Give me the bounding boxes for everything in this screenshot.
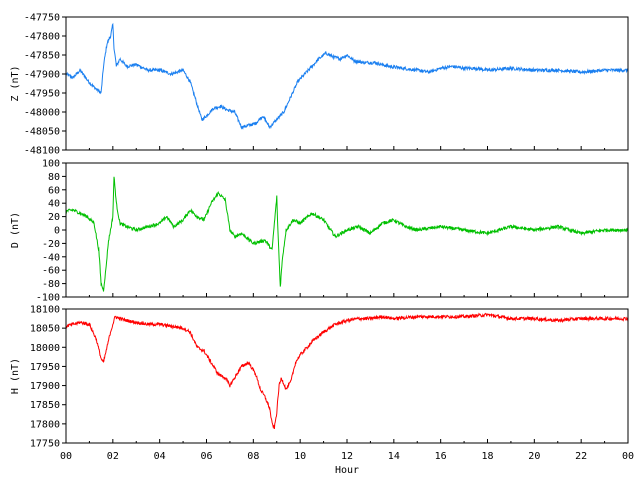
xtick-label: 12 <box>341 451 353 462</box>
x-axis-title: Hour <box>335 465 359 476</box>
h-axis-title: H (nT) <box>10 358 21 394</box>
d-ytick-label: -20 <box>42 239 60 250</box>
xtick-label: 16 <box>435 451 447 462</box>
d-ytick-label: -80 <box>42 279 60 290</box>
z-ytick-label: -48000 <box>24 108 60 119</box>
d-ytick-label: 40 <box>48 199 60 210</box>
z-ytick-label: -47850 <box>24 51 60 62</box>
z-ytick-label: -47950 <box>24 89 60 100</box>
z-plot-frame <box>65 16 629 151</box>
z-ytick-label: -47750 <box>24 13 60 24</box>
z-ytick-label: -48050 <box>24 127 60 138</box>
xtick-label: 06 <box>200 451 212 462</box>
h-ytick-label: 18100 <box>30 305 60 316</box>
d-ytick-label: 60 <box>48 185 60 196</box>
d-ytick-label: 20 <box>48 212 60 223</box>
xtick-label: 00 <box>622 451 634 462</box>
xtick-label: 18 <box>481 451 493 462</box>
d-axis-title: D (nT) <box>10 212 21 248</box>
h-ytick-label: 17850 <box>30 400 60 411</box>
xtick-label: 20 <box>528 451 540 462</box>
d-series-line <box>65 176 629 292</box>
h-ytick-label: 18050 <box>30 324 60 335</box>
xtick-label: 02 <box>107 451 119 462</box>
xtick-label: 00 <box>60 451 72 462</box>
d-ytick-label: 80 <box>48 172 60 183</box>
d-plot-frame <box>65 162 629 298</box>
d-ytick-label: 100 <box>42 159 60 170</box>
h-ytick-label: 17900 <box>30 381 60 392</box>
z-axis-title: Z (nT) <box>10 65 21 101</box>
h-ytick-label: 17950 <box>30 362 60 373</box>
z-ytick-label: -47900 <box>24 70 60 81</box>
z-series-line <box>65 22 629 130</box>
z-ytick-label: -48100 <box>24 146 60 157</box>
xtick-label: 14 <box>388 451 400 462</box>
h-series-line <box>65 312 629 430</box>
d-ytick-label: 0 <box>54 226 60 237</box>
z-ytick-label: -47800 <box>24 32 60 43</box>
h-ytick-label: 18000 <box>30 343 60 354</box>
h-plot-frame <box>65 308 629 444</box>
xtick-label: 22 <box>575 451 587 462</box>
xtick-label: 08 <box>247 451 259 462</box>
d-ytick-label: -60 <box>42 266 60 277</box>
xtick-label: 10 <box>294 451 306 462</box>
d-ytick-label: -40 <box>42 252 60 263</box>
h-ytick-label: 17800 <box>30 419 60 430</box>
xtick-label: 04 <box>154 451 166 462</box>
h-ytick-label: 17750 <box>30 439 60 450</box>
d-ytick-label: -100 <box>36 293 60 304</box>
